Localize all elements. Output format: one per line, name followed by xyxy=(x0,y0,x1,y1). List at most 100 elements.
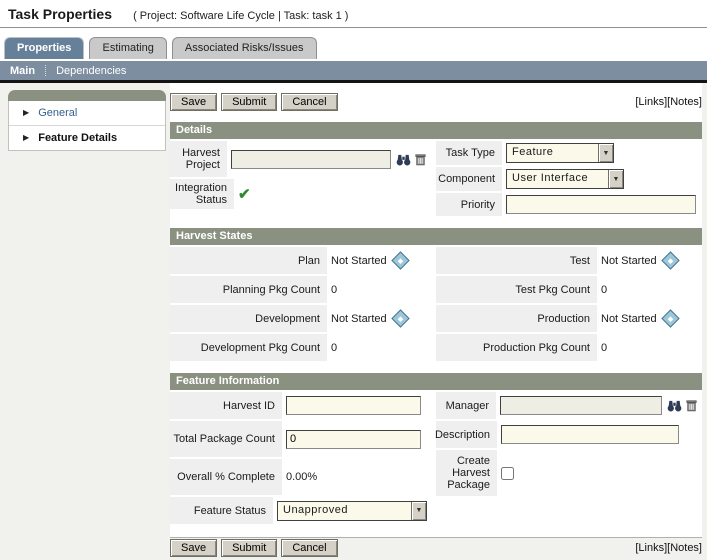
sidebar-item-feature-details[interactable]: ▶ Feature Details xyxy=(9,125,165,150)
links-link[interactable]: [Links] xyxy=(635,96,668,108)
production-pkg-count-row: Production Pkg Count 0 xyxy=(436,334,702,361)
test-pkg-count-value: 0 xyxy=(597,276,702,303)
task-type-select[interactable]: Feature ▼ xyxy=(506,143,614,163)
total-package-count-input[interactable] xyxy=(286,429,421,449)
priority-input[interactable] xyxy=(506,195,696,214)
create-harvest-package-label: Create Harvest Package xyxy=(436,450,497,496)
section-harvest-states: Harvest States Plan Not Started Planning… xyxy=(170,228,702,361)
feature-status-label: Feature Status xyxy=(170,497,273,524)
task-type-row: Task Type Feature ▼ xyxy=(436,141,702,165)
tab-estimating[interactable]: Estimating xyxy=(89,37,167,59)
subnav-separator xyxy=(45,65,47,76)
plan-row: Plan Not Started xyxy=(170,247,431,274)
bottom-toolbar: Save Submit Cancel [Links][Notes] xyxy=(170,536,702,560)
test-value: Not Started xyxy=(601,254,657,267)
binoculars-icon[interactable] xyxy=(396,153,411,166)
notes-link[interactable]: [Notes] xyxy=(667,542,702,554)
description-row: Description xyxy=(435,421,702,448)
check-icon: ✔ xyxy=(238,185,251,203)
feature-status-select[interactable]: Unapproved ▼ xyxy=(277,500,427,521)
priority-label: Priority xyxy=(436,193,502,216)
submit-button[interactable]: Submit xyxy=(221,93,278,111)
page-context: ( Project: Software Life Cycle | Task: t… xyxy=(133,10,349,22)
create-harvest-package-row: Create Harvest Package xyxy=(436,450,702,496)
page-header: Task Properties ( Project: Software Life… xyxy=(0,0,707,28)
development-pkg-count-label: Development Pkg Count xyxy=(170,334,327,361)
component-label: Component xyxy=(436,167,502,191)
sidebar-item-label: General xyxy=(38,107,78,119)
harvest-project-input[interactable] xyxy=(231,149,391,169)
description-input[interactable] xyxy=(501,425,679,444)
development-row: Development Not Started xyxy=(170,305,431,332)
content-panel: Save Submit Cancel [Links][Notes] Detail… xyxy=(170,83,702,557)
triangle-icon: ▶ xyxy=(23,108,30,117)
development-pkg-count-value: 0 xyxy=(327,334,431,361)
save-button[interactable]: Save xyxy=(170,93,218,111)
integration-status-label: Integration Status xyxy=(170,179,234,209)
total-package-count-label: Total Package Count xyxy=(170,421,282,457)
corner-links: [Links][Notes] xyxy=(635,542,702,554)
links-link[interactable]: [Links] xyxy=(635,542,668,554)
development-value: Not Started xyxy=(331,312,387,325)
description-label: Description xyxy=(435,421,497,448)
priority-row: Priority xyxy=(436,193,702,216)
test-row: Test Not Started xyxy=(436,247,702,274)
production-value: Not Started xyxy=(601,312,657,325)
state-diamond-icon xyxy=(660,251,680,270)
sidebar: ▶ General ▶ Feature Details xyxy=(8,90,166,151)
workarea: ▶ General ▶ Feature Details Save Submit … xyxy=(0,83,707,557)
feature-status-row: Feature Status Unapproved ▼ xyxy=(170,497,431,524)
task-type-value: Feature xyxy=(512,146,554,158)
subnav-item-dependencies[interactable]: Dependencies xyxy=(56,64,127,77)
integration-status-row: Integration Status ✔ xyxy=(170,179,431,209)
component-row: Component User Interface ▼ xyxy=(436,167,702,191)
harvest-id-label: Harvest ID xyxy=(170,392,282,419)
production-label: Production xyxy=(436,305,597,332)
production-row: Production Not Started xyxy=(436,305,702,332)
tab-properties[interactable]: Properties xyxy=(4,37,85,59)
section-details-header: Details xyxy=(170,122,702,139)
harvest-id-input[interactable] xyxy=(286,396,421,415)
subnav-item-main[interactable]: Main xyxy=(10,64,36,77)
manager-row: Manager xyxy=(436,392,702,419)
production-pkg-count-value: 0 xyxy=(597,334,702,361)
create-harvest-package-checkbox[interactable] xyxy=(501,466,514,480)
cancel-button[interactable]: Cancel xyxy=(281,93,338,111)
task-type-label: Task Type xyxy=(436,141,502,165)
trash-icon[interactable] xyxy=(685,399,698,412)
binoculars-icon[interactable] xyxy=(667,399,682,412)
sidebar-item-label: Feature Details xyxy=(38,132,118,144)
subnav-bar: Main Dependencies xyxy=(0,61,707,83)
component-select[interactable]: User Interface ▼ xyxy=(506,169,624,189)
tab-associated-risks-issues[interactable]: Associated Risks/Issues xyxy=(171,37,317,59)
feature-status-value: Unapproved xyxy=(283,503,348,516)
sidebar-header-bar xyxy=(8,90,166,101)
manager-label: Manager xyxy=(436,392,496,419)
manager-input[interactable] xyxy=(500,396,662,415)
dropdown-arrow-icon: ▼ xyxy=(411,501,426,520)
state-diamond-icon xyxy=(660,309,680,328)
notes-link[interactable]: [Notes] xyxy=(667,96,702,108)
section-details: Details Harvest Project xyxy=(170,122,702,216)
trash-icon[interactable] xyxy=(414,153,427,166)
test-pkg-count-label: Test Pkg Count xyxy=(436,276,597,303)
section-harvest-states-header: Harvest States xyxy=(170,228,702,245)
harvest-id-row: Harvest ID xyxy=(170,392,431,419)
planning-pkg-count-label: Planning Pkg Count xyxy=(170,276,327,303)
plan-value: Not Started xyxy=(331,254,387,267)
overall-pct-complete-label: Overall % Complete xyxy=(170,459,282,495)
dropdown-arrow-icon: ▼ xyxy=(608,170,623,188)
plan-label: Plan xyxy=(170,247,327,274)
development-pkg-count-row: Development Pkg Count 0 xyxy=(170,334,431,361)
harvest-project-row: Harvest Project xyxy=(170,141,431,177)
top-toolbar: Save Submit Cancel [Links][Notes] xyxy=(170,90,702,114)
triangle-icon: ▶ xyxy=(23,133,30,142)
section-feature-information-header: Feature Information xyxy=(170,373,702,390)
development-label: Development xyxy=(170,305,327,332)
test-pkg-count-row: Test Pkg Count 0 xyxy=(436,276,702,303)
sidebar-panel: ▶ General ▶ Feature Details xyxy=(8,101,166,151)
sidebar-item-general[interactable]: ▶ General xyxy=(9,101,165,125)
harvest-project-label: Harvest Project xyxy=(170,141,227,177)
page-title: Task Properties xyxy=(8,6,113,22)
section-feature-information: Feature Information Harvest ID Total Pac… xyxy=(170,373,702,524)
